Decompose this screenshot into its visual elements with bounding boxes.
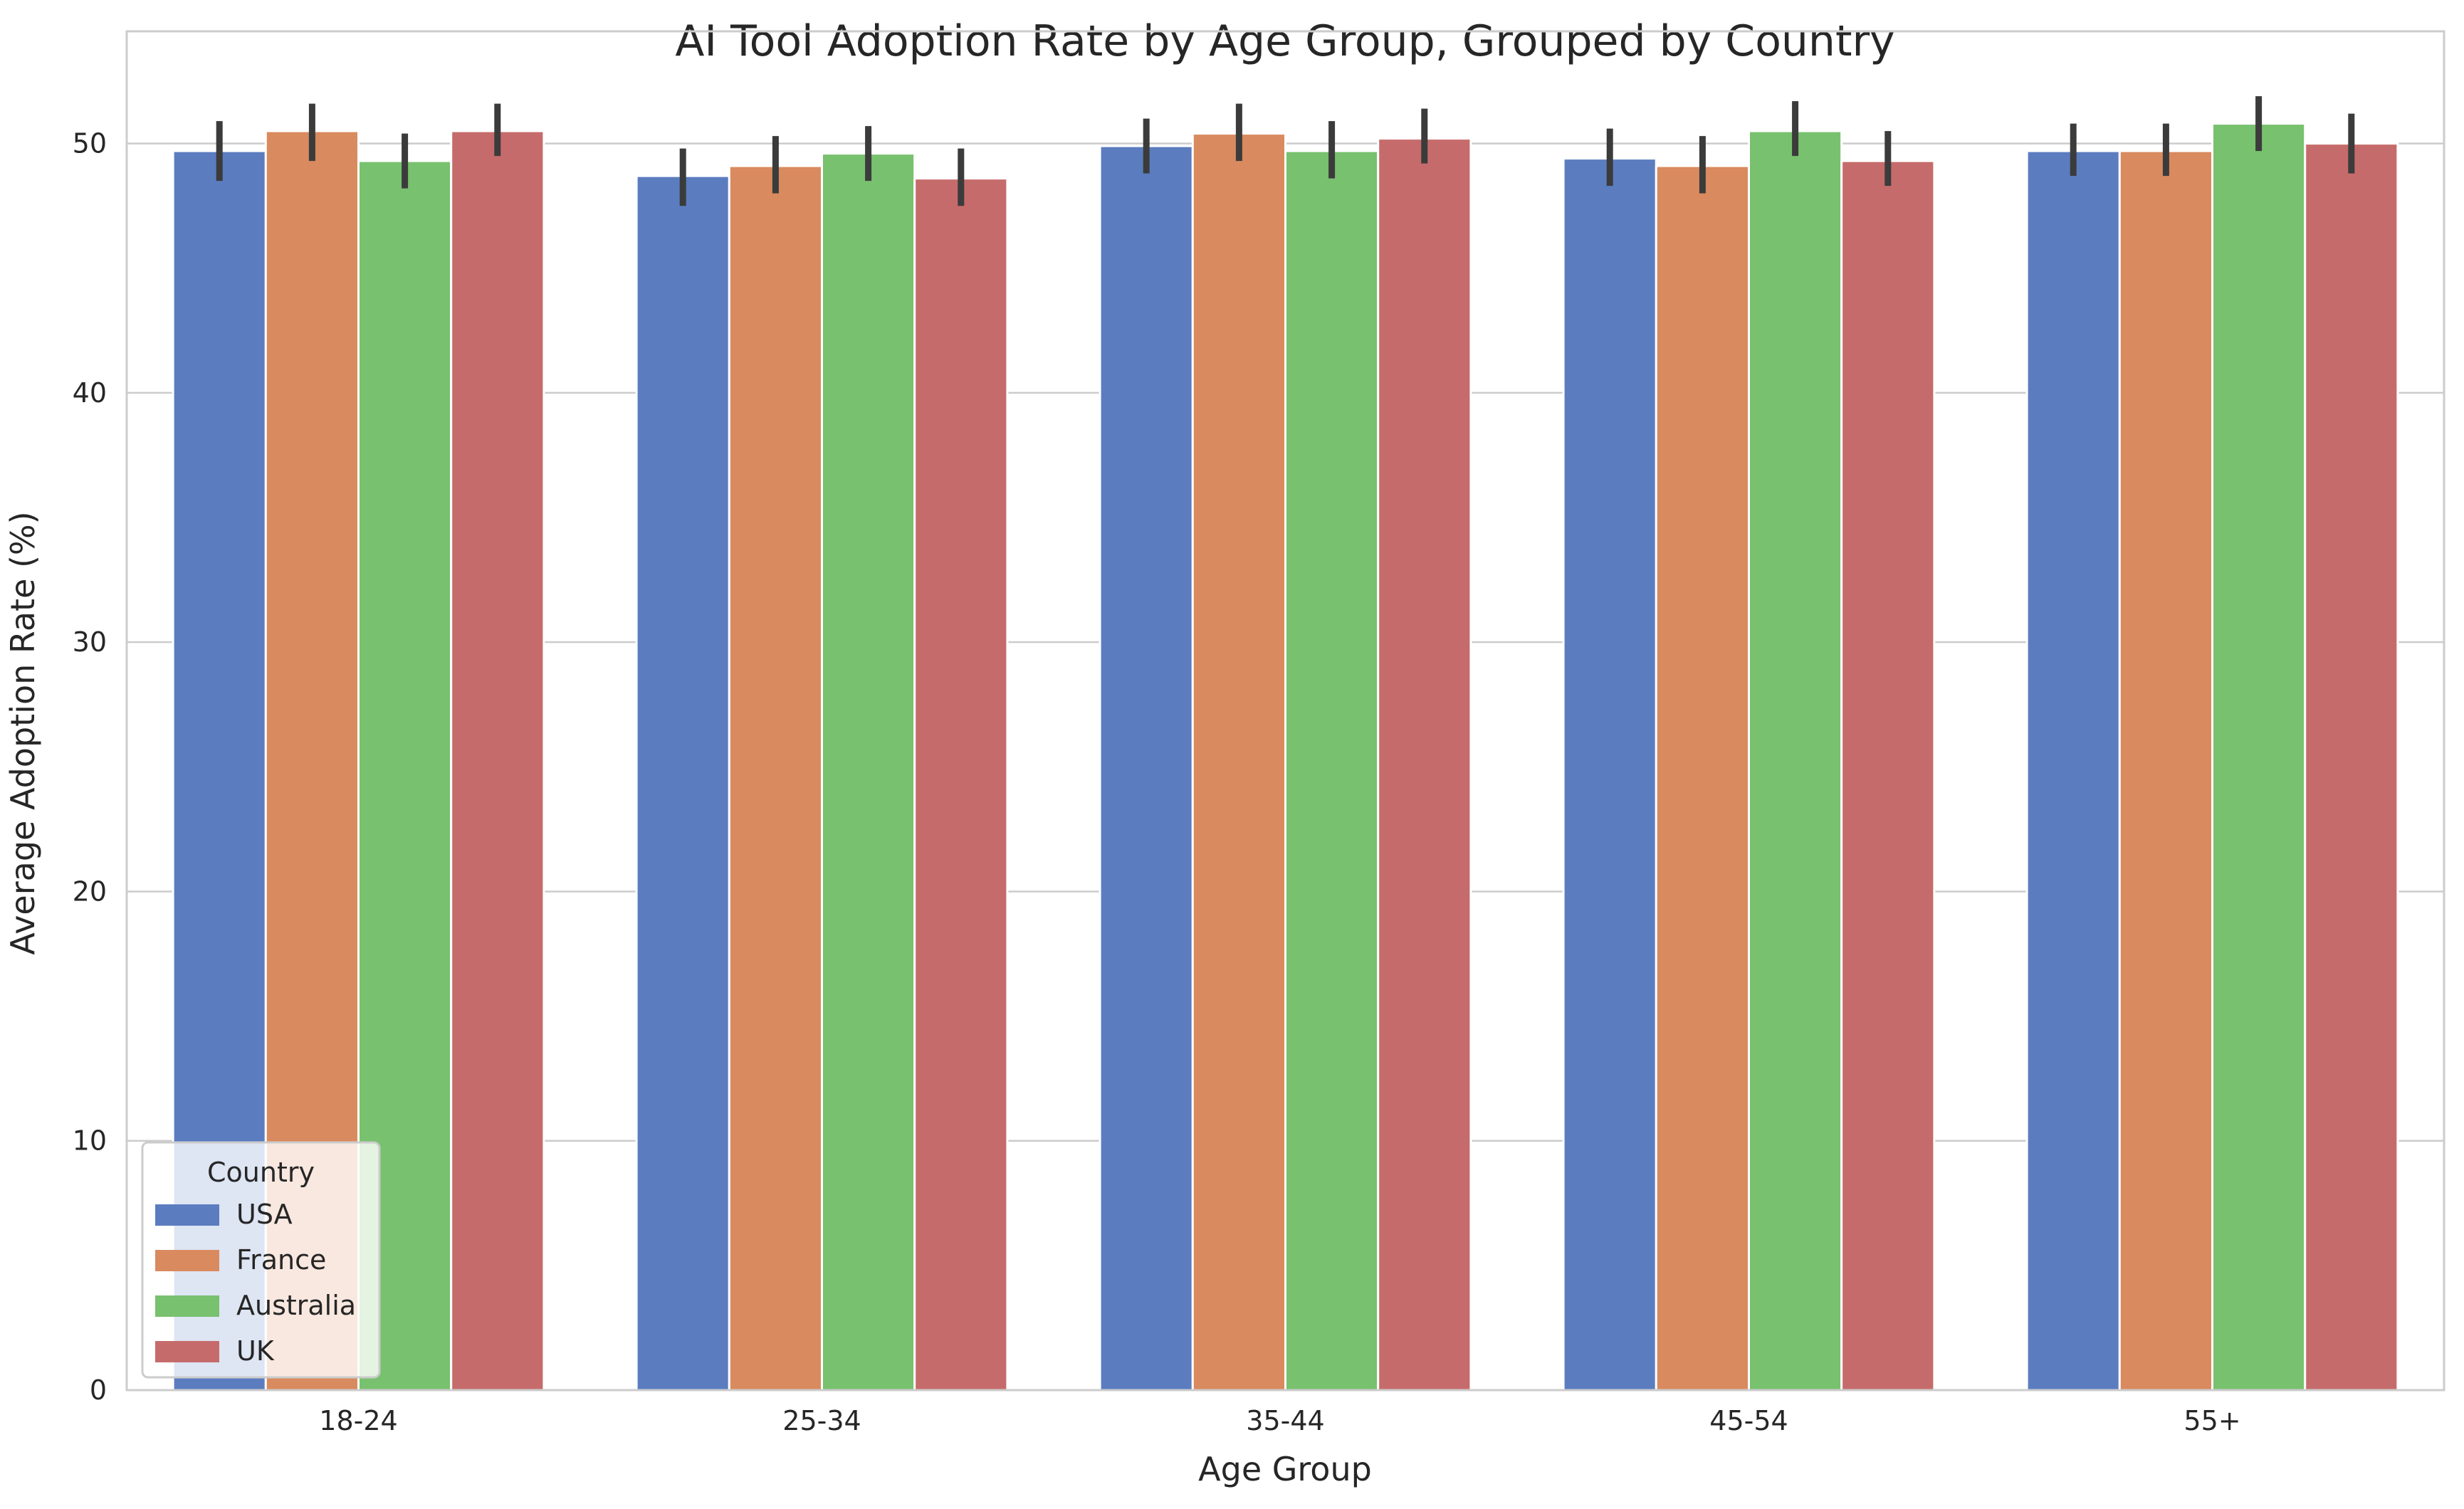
plot-frame [125,30,2445,1392]
y-tick-label: 10 [73,1125,107,1157]
error-bars [216,96,2355,206]
bar-australia-45-54 [1748,130,1843,1392]
y-axis-label: Average Adoption Rate (%) [4,511,42,955]
y-tick-label: 0 [90,1374,107,1406]
bar-australia-35-44 [1284,149,1380,1392]
bar-uk-55plus [2304,142,2399,1392]
bar-france-35-44 [1191,132,1287,1392]
bar-usa-25-34 [635,174,730,1392]
bar-france-25-34 [728,164,824,1392]
legend-items: USA France Australia UK [155,1199,356,1367]
legend-swatch-uk [155,1341,219,1362]
x-tick-label: 18-24 [319,1405,397,1436]
y-tick-label: 30 [73,626,107,658]
x-tick-label: 55+ [2183,1405,2240,1436]
bar-usa-35-44 [1099,144,1194,1392]
legend-label-usa: USA [236,1199,293,1230]
y-tick-label: 40 [73,377,107,409]
x-axis-label: Age Group [1198,1450,1372,1488]
legend-swatch-france [155,1250,219,1271]
legend-label-france: France [236,1244,326,1276]
x-tick-label: 45-54 [1709,1405,1788,1436]
y-tick-label: 20 [73,876,107,907]
bar-australia-25-34 [821,152,916,1392]
bar-uk-18-24 [450,130,545,1392]
x-tick-labels: 18-24 25-34 35-44 45-54 55+ [319,1405,2240,1436]
legend-label-australia: Australia [236,1290,356,1321]
legend-title: Country [207,1157,315,1188]
x-tick-label: 25-34 [782,1405,861,1436]
bar-france-55plus [2118,149,2214,1392]
chart-title: AI Tool Adoption Rate by Age Group, Grou… [675,16,1894,66]
legend-swatch-usa [155,1204,219,1226]
bar-usa-45-54 [1562,157,1657,1392]
x-tick-label: 35-44 [1246,1405,1324,1436]
y-tick-label: 50 [73,128,107,159]
bar-uk-35-44 [1377,137,1472,1392]
legend-box [141,1141,381,1379]
bar-uk-45-54 [1840,159,1936,1392]
legend-label-uk: UK [236,1335,275,1367]
bars [172,122,2399,1392]
bar-usa-55plus [2025,149,2121,1392]
bar-uk-25-34 [913,177,1009,1392]
y-tick-labels: 0 10 20 30 40 50 [73,128,107,1406]
legend: Country USA France Australia UK [141,1141,381,1379]
legend-swatch-australia [155,1295,219,1317]
bar-france-45-54 [1655,164,1751,1392]
bar-australia-55plus [2211,122,2307,1392]
